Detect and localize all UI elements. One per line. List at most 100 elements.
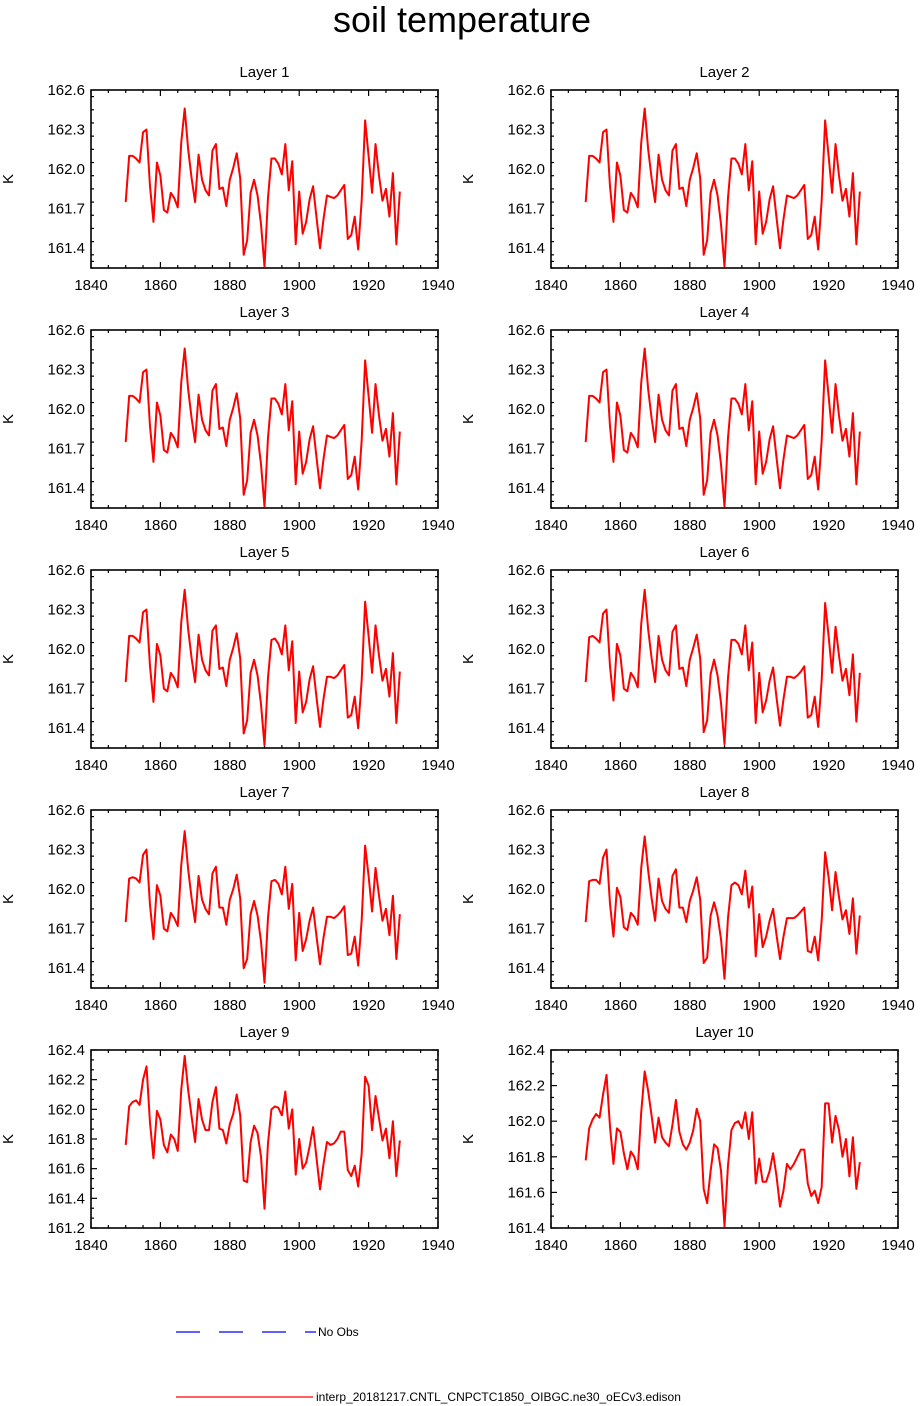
chart-panel-2: 1840 1860 1880 1900 1920 1940 161.4 161.7 162.0 1… xyxy=(460,64,915,294)
x-tick-label: 1900 xyxy=(283,1237,316,1254)
x-tick-label: 1880 xyxy=(673,757,706,774)
chart-panel-5: 1840 1860 1880 1900 1920 1940 161.4 161.7 162.0 1… xyxy=(0,544,455,774)
x-tick-label: 1840 xyxy=(534,1237,567,1254)
x-tick-label: 1860 xyxy=(144,757,177,774)
x-tick-label: 1840 xyxy=(74,757,107,774)
x-tick-label: 1840 xyxy=(534,757,567,774)
y-tick-label: 162.6 xyxy=(47,322,85,339)
y-tick-label: 162.3 xyxy=(47,362,85,379)
y-tick-label: 161.7 xyxy=(507,201,545,218)
plot-frame xyxy=(550,329,899,509)
x-tick-label: 1880 xyxy=(213,277,246,294)
series-line xyxy=(584,347,861,508)
x-tick-label: 1900 xyxy=(283,997,316,1014)
series-line xyxy=(584,588,861,746)
y-tick-label: 162.4 xyxy=(47,1042,85,1059)
x-tick-label: 1860 xyxy=(144,277,177,294)
panel-title: Layer 7 xyxy=(239,784,289,801)
x-tick-label: 1860 xyxy=(604,1237,637,1254)
x-tick-label: 1840 xyxy=(74,1237,107,1254)
y-tick-label: 161.4 xyxy=(507,960,545,977)
x-tick-label: 1900 xyxy=(743,997,776,1014)
y-tick-label: 162.0 xyxy=(47,401,85,418)
x-tick-label: 1920 xyxy=(812,1237,845,1254)
y-tick-label: 161.6 xyxy=(47,1161,85,1178)
y-tick-label: 162.6 xyxy=(47,802,85,819)
x-tick-label: 1940 xyxy=(881,277,914,294)
x-tick-label: 1900 xyxy=(283,277,316,294)
panel-title: Layer 6 xyxy=(699,544,749,561)
y-tick-label: 161.4 xyxy=(47,240,85,257)
y-tick-label: 162.6 xyxy=(507,322,545,339)
y-tick-label: 162.3 xyxy=(507,362,545,379)
y-tick-label: 161.7 xyxy=(47,681,85,698)
y-tick-label: 161.4 xyxy=(47,480,85,497)
x-tick-label: 1940 xyxy=(881,1237,914,1254)
y-tick-label: 162.2 xyxy=(47,1072,85,1089)
x-tick-label: 1880 xyxy=(213,1237,246,1254)
y-tick-label: 161.4 xyxy=(47,960,85,977)
y-tick-label: 161.4 xyxy=(507,720,545,737)
x-tick-label: 1860 xyxy=(604,517,637,534)
x-tick-label: 1920 xyxy=(812,757,845,774)
y-tick-label: 162.0 xyxy=(507,401,545,418)
x-tick-label: 1940 xyxy=(421,997,454,1014)
x-tick-label: 1840 xyxy=(74,997,107,1014)
y-tick-label: 161.4 xyxy=(507,240,545,257)
chart-panel-9: 1840 1860 1880 1900 1920 1940 161.2 161.4 161.6 1… xyxy=(0,1024,455,1254)
x-tick-label: 1840 xyxy=(534,997,567,1014)
y-tick-label: 161.6 xyxy=(507,1184,545,1201)
y-tick-label: 162.3 xyxy=(507,842,545,859)
x-tick-label: 1940 xyxy=(881,997,914,1014)
panel-title: Layer 5 xyxy=(239,544,289,561)
x-tick-label: 1900 xyxy=(743,517,776,534)
y-tick-label: 162.2 xyxy=(507,1078,545,1095)
legend-label-model: interp_20181217.CNTL_CNPCTC1850_OIBGC.ne… xyxy=(316,1390,681,1404)
series-line xyxy=(584,835,861,980)
chart-panel-6: 1840 1860 1880 1900 1920 1940 161.4 161.7 162.0 1… xyxy=(460,544,915,774)
y-axis-label: K xyxy=(460,174,477,184)
x-tick-label: 1920 xyxy=(812,277,845,294)
y-tick-label: 161.7 xyxy=(507,681,545,698)
x-tick-label: 1940 xyxy=(421,517,454,534)
y-tick-label: 162.3 xyxy=(47,122,85,139)
y-tick-label: 161.8 xyxy=(47,1131,85,1148)
panel-title: Layer 3 xyxy=(239,304,289,321)
y-axis-label: K xyxy=(460,894,477,904)
x-tick-label: 1880 xyxy=(673,1237,706,1254)
plot-frame xyxy=(90,809,439,989)
y-axis-label: K xyxy=(460,654,477,664)
chart-panel-4: 1840 1860 1880 1900 1920 1940 161.4 161.7 162.0 1… xyxy=(460,304,915,534)
x-tick-label: 1860 xyxy=(144,997,177,1014)
legend-label-no-obs: No Obs xyxy=(318,1325,359,1339)
plot-frame xyxy=(90,569,439,749)
x-tick-label: 1900 xyxy=(283,757,316,774)
panel-title: Layer 2 xyxy=(699,64,749,81)
series-line xyxy=(124,830,401,984)
y-tick-label: 162.3 xyxy=(507,122,545,139)
y-tick-label: 162.6 xyxy=(507,802,545,819)
chart-panel-3: 1840 1860 1880 1900 1920 1940 161.4 161.7 162.0 1… xyxy=(0,304,455,534)
x-tick-label: 1880 xyxy=(673,517,706,534)
y-tick-label: 161.7 xyxy=(47,441,85,458)
y-tick-label: 161.7 xyxy=(47,921,85,938)
y-axis-label: K xyxy=(0,414,17,424)
x-tick-label: 1900 xyxy=(743,757,776,774)
x-tick-label: 1940 xyxy=(421,277,454,294)
plot-frame xyxy=(90,329,439,509)
x-tick-label: 1920 xyxy=(352,997,385,1014)
x-tick-label: 1900 xyxy=(283,517,316,534)
y-tick-label: 161.4 xyxy=(507,1220,545,1237)
x-tick-label: 1940 xyxy=(881,517,914,534)
page-title: soil temperature xyxy=(332,0,592,40)
y-tick-label: 162.6 xyxy=(507,562,545,579)
y-tick-label: 162.6 xyxy=(47,562,85,579)
chart-panel-10: 1840 1860 1880 1900 1920 1940 161.4 161.6 161.8 1… xyxy=(460,1024,915,1254)
x-tick-label: 1840 xyxy=(534,277,567,294)
y-tick-label: 161.8 xyxy=(507,1149,545,1166)
y-tick-label: 161.2 xyxy=(47,1220,85,1237)
series-line xyxy=(124,588,401,747)
y-tick-label: 162.0 xyxy=(47,641,85,658)
x-tick-label: 1860 xyxy=(604,997,637,1014)
